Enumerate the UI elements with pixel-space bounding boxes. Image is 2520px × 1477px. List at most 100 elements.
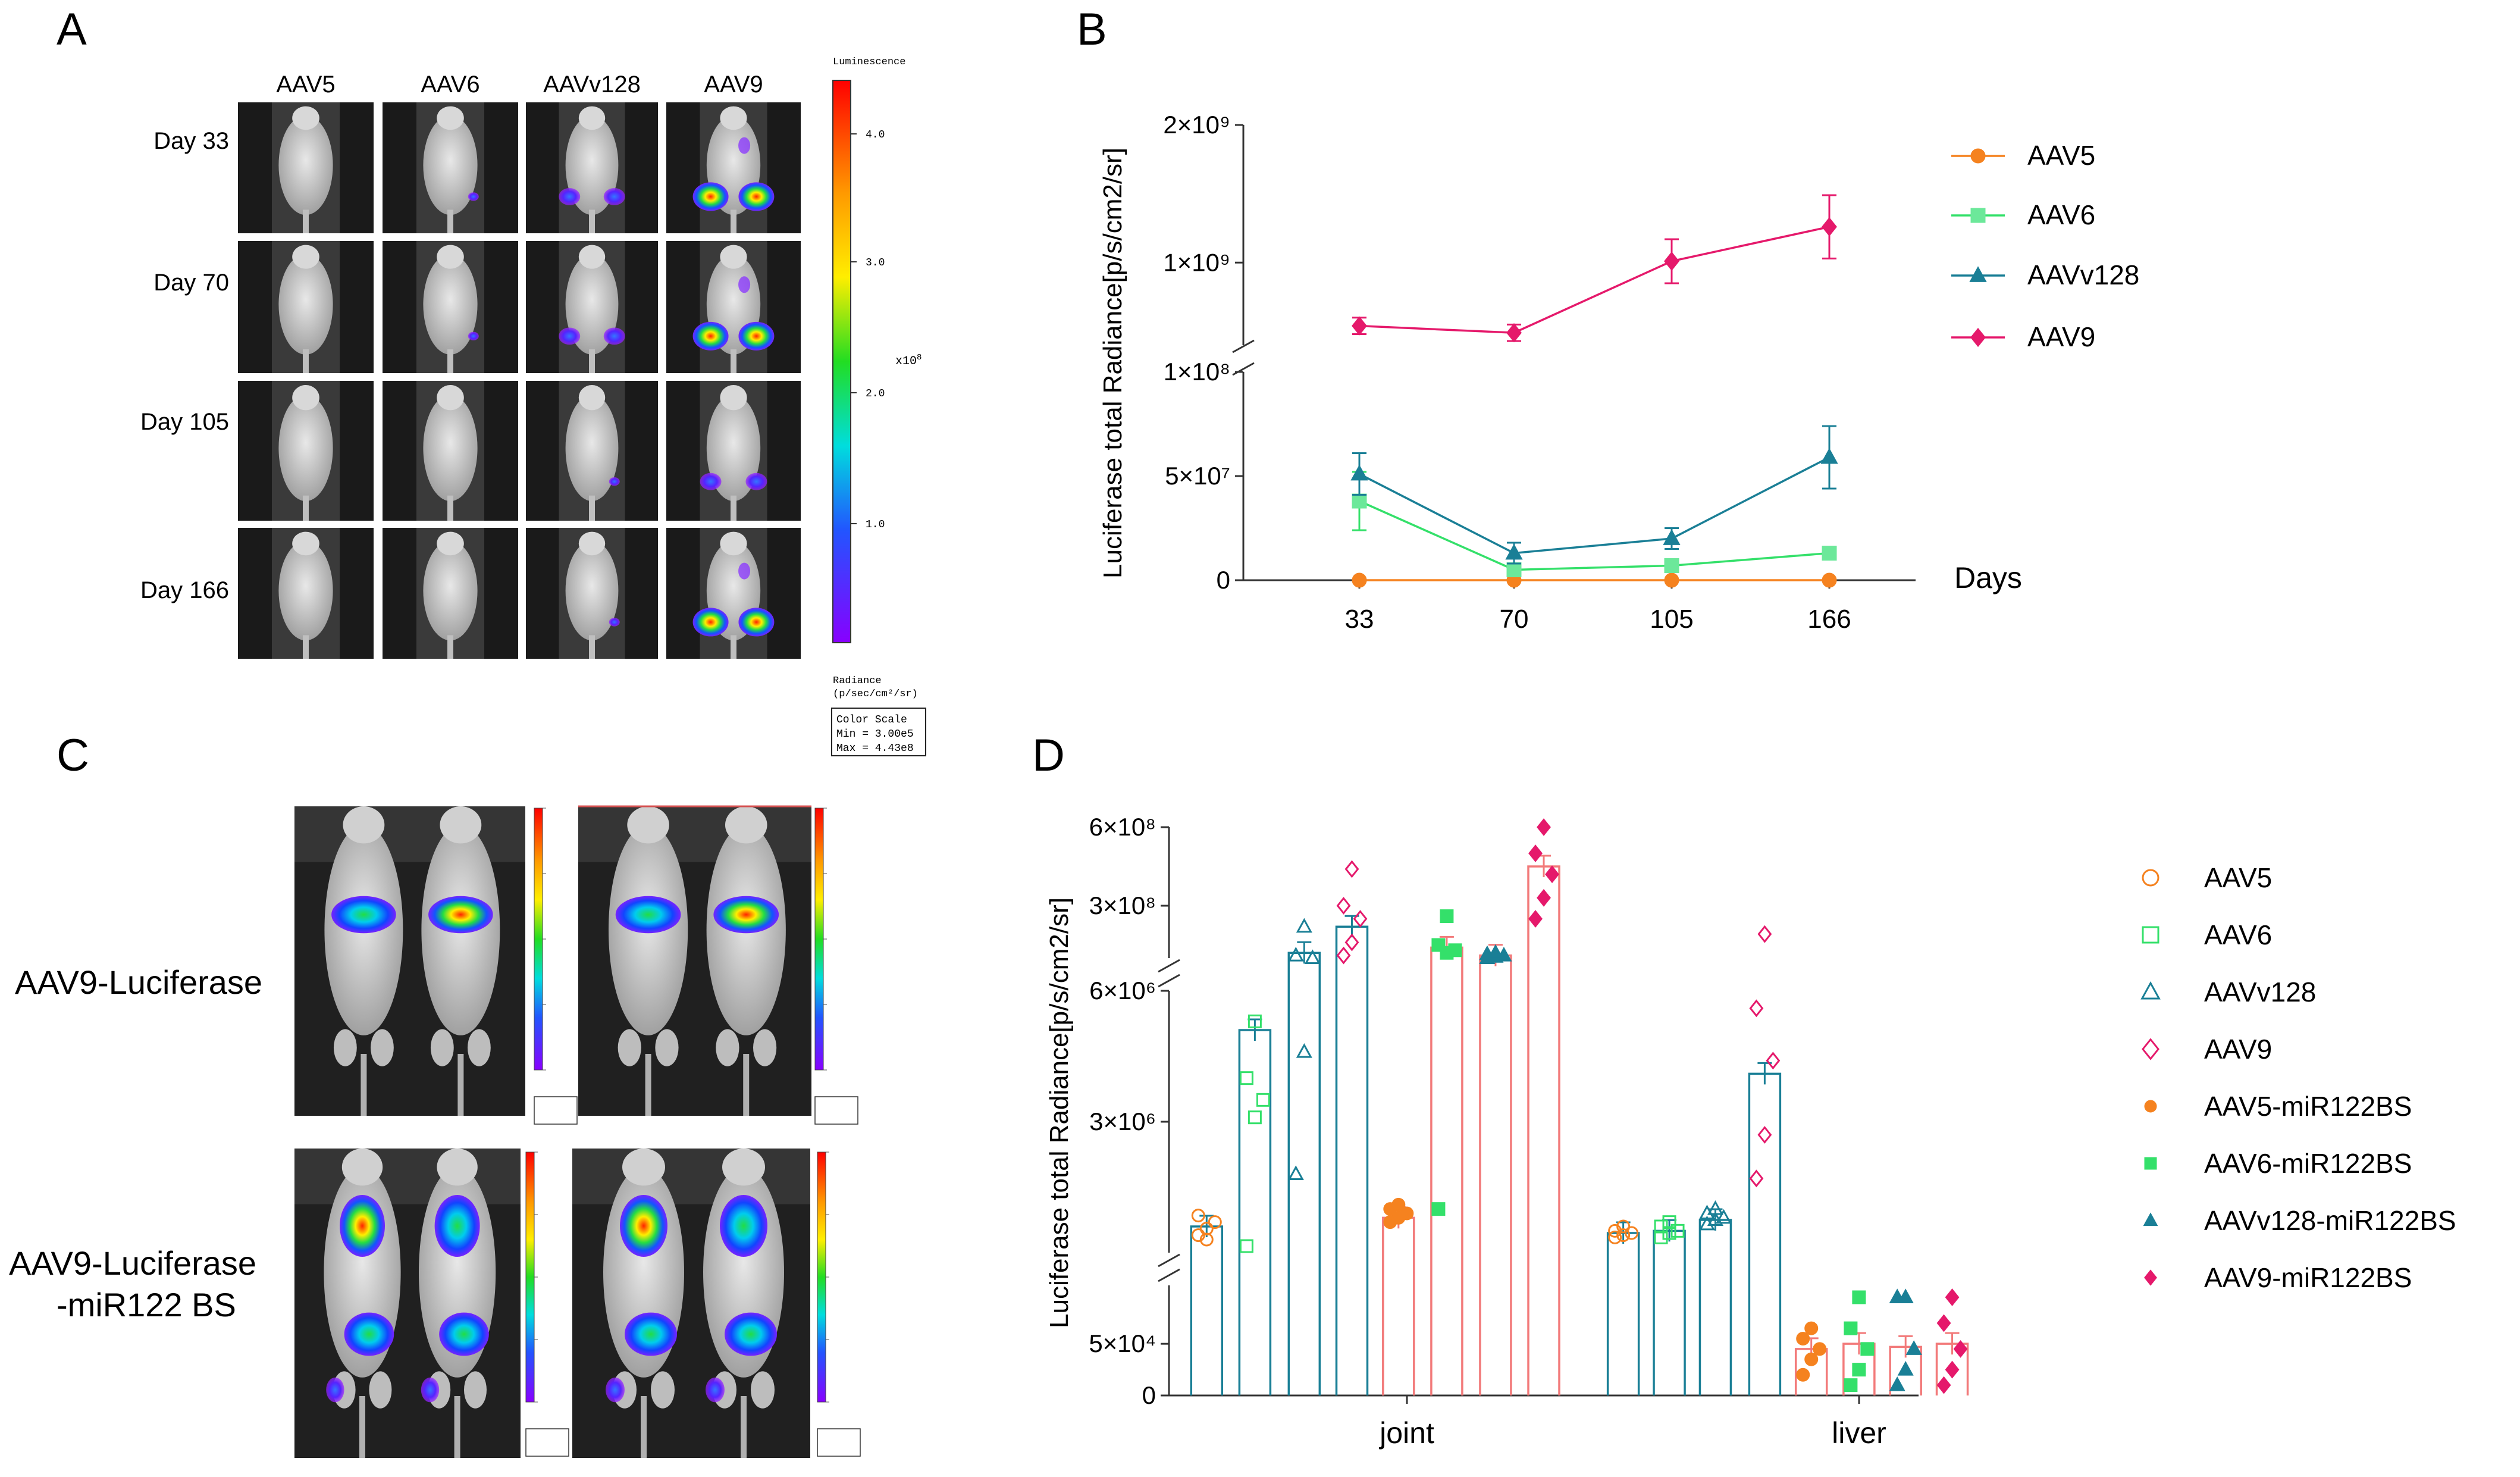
- bar-outline: [1287, 952, 1321, 1395]
- mouse-image: [383, 102, 518, 233]
- color-scale-min: Min = 3.00e5: [836, 728, 914, 740]
- mouse-tail: [589, 209, 595, 233]
- mouse-hind-leg: [464, 1371, 487, 1409]
- luminescence-signal: [468, 192, 479, 201]
- data-point: [1352, 493, 1367, 509]
- legend-item-aav9: AAV9: [1951, 321, 2095, 352]
- mouse-head: [437, 1149, 478, 1186]
- mouse-tail: [641, 1396, 647, 1458]
- mouse-tail: [731, 349, 736, 373]
- panel-d-bars: [1190, 818, 1969, 1395]
- mouse-tail: [645, 1054, 651, 1116]
- mouse-tail: [303, 635, 309, 659]
- legend-marker: [2144, 1269, 2157, 1286]
- data-point: [1239, 1239, 1253, 1253]
- panel-a-column-aav9: AAV9: [704, 71, 763, 98]
- axis-break: [1158, 1268, 1180, 1282]
- y-tick-label: 5×10⁴: [1089, 1329, 1156, 1357]
- data-point: [1487, 944, 1504, 959]
- bar-joint-aav6: [1238, 1014, 1272, 1395]
- axis-break: [1158, 959, 1180, 973]
- data-point: [1889, 1376, 1905, 1391]
- liver-signal: [713, 896, 779, 934]
- joint-signal: [625, 1312, 677, 1356]
- data-point: [1616, 1228, 1631, 1243]
- legend-marker: [1969, 266, 1987, 282]
- luminescence-signal: [603, 327, 625, 345]
- data-point: [1749, 1169, 1764, 1188]
- data-point: [1199, 1222, 1214, 1236]
- legend-label: AAV6: [2204, 919, 2272, 950]
- mouse-head: [627, 806, 669, 844]
- data-point: [1813, 1342, 1827, 1356]
- paw-signal: [421, 1377, 440, 1403]
- paw-signal: [706, 1377, 725, 1403]
- panel-a-row-day-70: Day 70: [153, 270, 229, 296]
- data-point: [1537, 818, 1551, 836]
- mouse-tail: [359, 1396, 365, 1458]
- legend-marker: [2144, 1100, 2157, 1113]
- paw-signal: [326, 1377, 344, 1403]
- data-point: [1945, 1360, 1960, 1379]
- mouse-image: [238, 241, 374, 373]
- data-point: [1608, 1223, 1622, 1238]
- series-aav6: [1352, 471, 1837, 577]
- data-point: [1715, 1209, 1732, 1224]
- y-tick-label: 6×10⁸: [1089, 813, 1156, 841]
- bar-joint-aavv128-mir122bs: [1479, 944, 1512, 1395]
- y-tick-label: 6×10⁶: [1089, 977, 1156, 1005]
- panel-letter-d: D: [1032, 730, 1065, 781]
- mouse-head: [725, 806, 767, 844]
- liver-signal: [615, 896, 681, 934]
- x-tick-label-166: 166: [1807, 605, 1851, 634]
- bar-liver-aavv128: [1698, 1200, 1732, 1395]
- legend-item-aavv128-mir122bs: AAVv128-miR122BS: [2143, 1205, 2456, 1236]
- mouse-hind-leg: [651, 1371, 675, 1409]
- data-point: [1248, 1014, 1262, 1028]
- color-scale-legend-box: [814, 1096, 858, 1125]
- mouse-hind-leg: [430, 1029, 454, 1066]
- data-point: [1757, 925, 1772, 943]
- mouse-body: [565, 115, 619, 215]
- legend-item-aav6: AAV6: [1951, 199, 2095, 230]
- liver-signal: [331, 896, 396, 934]
- mouse-tail: [303, 495, 309, 521]
- data-point: [1431, 1202, 1446, 1216]
- data-point: [1844, 1378, 1858, 1392]
- data-point: [1191, 1209, 1205, 1223]
- radiance-units: (p/sec/cm²/sr): [833, 689, 918, 700]
- legend-marker: [1970, 327, 1986, 348]
- legend-label: AAV9: [2204, 1034, 2272, 1065]
- color-scale-legend-box: [525, 1428, 569, 1457]
- mouse-image: [238, 102, 374, 233]
- bar-outline: [1527, 865, 1560, 1395]
- mouse-tail: [731, 495, 736, 521]
- data-point: [1199, 1232, 1214, 1247]
- data-point: [1336, 897, 1351, 915]
- mouse-body: [423, 254, 478, 355]
- bar-liver-aav9: [1748, 925, 1782, 1395]
- bar-outline: [1430, 946, 1463, 1395]
- data-point: [1506, 323, 1522, 343]
- mouse-image: [383, 241, 518, 373]
- mouse-tail: [589, 495, 595, 521]
- data-point: [1248, 1110, 1262, 1125]
- mouse-head: [341, 1149, 383, 1186]
- color-scale-box: [831, 708, 926, 756]
- legend-marker: [2142, 869, 2159, 887]
- y-tick-label: 5×10⁷: [1165, 462, 1230, 490]
- color-scale-bar: [525, 1151, 535, 1403]
- mouse-body: [423, 395, 478, 502]
- mouse-head: [437, 106, 464, 130]
- data-point: [1654, 1219, 1668, 1234]
- bar-liver-aavv128-mir122bs: [1889, 1288, 1922, 1395]
- x-tick-label-joint: joint: [1378, 1416, 1434, 1450]
- data-point: [1804, 1321, 1819, 1335]
- series-aav9: [1352, 194, 1837, 343]
- mouse-head: [578, 106, 606, 130]
- data-point: [1239, 1071, 1253, 1085]
- panel-a-column-labels: AAV5 AAV6 AAVv128 AAV9: [276, 71, 763, 98]
- scale-ticks: 4.0 3.0 2.0 1.0: [851, 129, 885, 531]
- liver-signal: [428, 896, 493, 934]
